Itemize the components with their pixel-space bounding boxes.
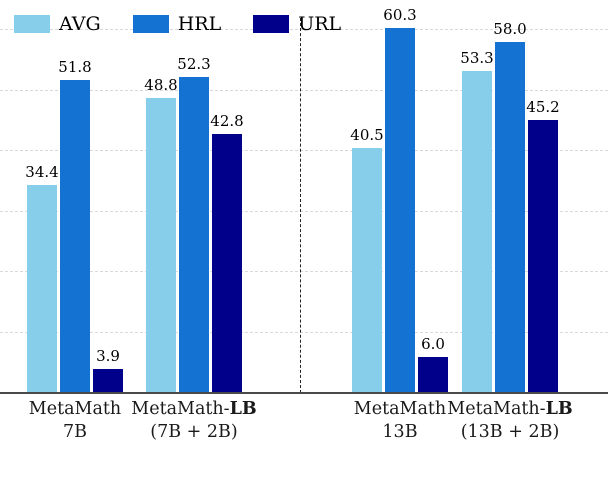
bar-group: 53.3 58.0 45.2 <box>460 18 560 393</box>
bar-group: 40.5 60.3 6.0 <box>350 6 448 393</box>
category-label-line1: MetaMath <box>353 399 447 419</box>
gridline <box>0 271 608 273</box>
bar-value-label: 58.0 <box>493 20 527 39</box>
bar-value-label: 53.3 <box>460 48 494 67</box>
gridline <box>0 150 608 152</box>
bar-slot: 52.3 <box>177 18 211 393</box>
bar-value-label: 48.8 <box>144 75 178 94</box>
legend-item-avg: AVG <box>14 13 101 35</box>
gridline <box>0 29 608 31</box>
bar-url <box>528 119 558 393</box>
category-label-line1: MetaMath-LB <box>447 399 573 419</box>
bar-hrl <box>179 76 209 393</box>
legend-item-url: URL <box>253 13 341 35</box>
bar-avg <box>146 97 176 393</box>
bar-slot: 40.5 <box>350 18 384 393</box>
legend-label-url: URL <box>298 13 342 35</box>
category-label-line2: 13B <box>382 421 418 442</box>
legend-label-avg: AVG <box>59 13 101 35</box>
bar-slot: 51.8 <box>58 18 92 393</box>
bar-url <box>212 134 242 393</box>
legend-item-hrl: HRL <box>132 13 222 35</box>
bar-slot: 58.0 <box>493 18 527 393</box>
category-label-line1: MetaMath <box>28 399 122 419</box>
legend-swatch-hrl <box>132 15 169 33</box>
bar-hrl <box>495 42 525 393</box>
bar-value-label: 52.3 <box>177 54 211 73</box>
bar-value-label: 42.8 <box>210 112 244 131</box>
bar-slot: 60.3 <box>383 6 417 393</box>
bar-value-label: 51.8 <box>58 57 92 76</box>
x-axis-line <box>0 392 608 394</box>
bar-avg <box>352 148 382 393</box>
category-label-line2: (13B + 2B) <box>460 421 560 442</box>
category-label: MetaMath 7B <box>29 398 121 444</box>
plot-area: 34.4 51.8 3.9 48.8 52.3 42.8 40.5 60.3 6.0 53.3 58… <box>0 6 608 393</box>
bar-slot: 45.2 <box>526 18 560 393</box>
gridline <box>0 331 608 333</box>
bar-slot: 3.9 <box>93 18 123 393</box>
bar-hrl <box>60 79 90 393</box>
bar-avg <box>462 70 492 393</box>
category-label-line1: MetaMath-LB <box>131 399 257 419</box>
bar-url <box>418 356 448 393</box>
category-label: MetaMath 13B <box>354 398 446 444</box>
legend: AVG HRL URL <box>14 13 341 35</box>
bar-value-label: 60.3 <box>383 6 417 25</box>
bar-slot: 53.3 <box>460 18 494 393</box>
bar-avg <box>27 184 57 393</box>
section-separator-dashed-line <box>300 18 301 393</box>
bar-slot: 42.8 <box>210 18 244 393</box>
bar-value-label: 45.2 <box>526 97 560 116</box>
bar-value-label: 40.5 <box>350 126 384 145</box>
legend-swatch-avg <box>14 15 50 33</box>
bar-slot: 34.4 <box>25 18 59 393</box>
legend-label-hrl: HRL <box>177 13 222 35</box>
bar-value-label: 34.4 <box>25 162 59 181</box>
bar-group: 48.8 52.3 42.8 <box>144 18 244 393</box>
gridline <box>0 210 608 212</box>
category-label-line2: (7B + 2B) <box>150 421 238 442</box>
bar-value-label: 6.0 <box>421 334 445 353</box>
bar-hrl <box>385 28 415 393</box>
bar-value-label: 3.9 <box>96 347 120 366</box>
bar-group: 34.4 51.8 3.9 <box>25 18 123 393</box>
bar-slot: 48.8 <box>144 18 178 393</box>
category-label: MetaMath-LB (7B + 2B) <box>131 398 256 444</box>
bar-url <box>93 369 123 393</box>
category-label: MetaMath-LB (13B + 2B) <box>447 398 572 444</box>
category-label-line2: 7B <box>63 421 87 442</box>
gridline <box>0 89 608 91</box>
bar-slot: 6.0 <box>418 18 448 393</box>
legend-swatch-url <box>253 15 290 33</box>
